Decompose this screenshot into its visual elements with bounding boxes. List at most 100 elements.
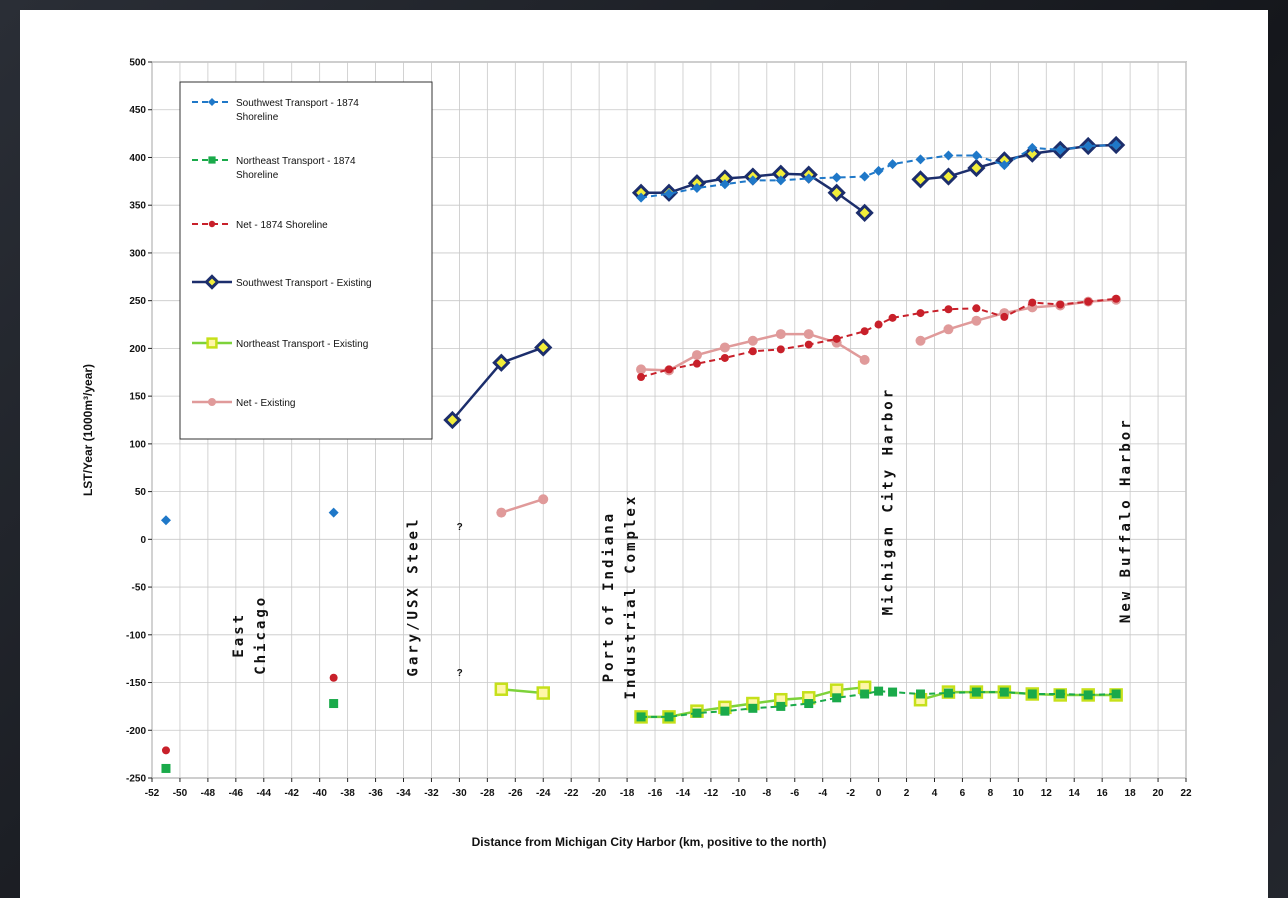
x-tick-label: 8 (988, 788, 994, 799)
data-point (999, 687, 1009, 697)
data-point (161, 763, 171, 773)
series-2 (161, 294, 1121, 755)
data-point (827, 183, 846, 202)
data-point (1083, 690, 1093, 700)
data-point (1055, 144, 1066, 155)
data-point (636, 192, 647, 203)
x-tick-label: -38 (340, 788, 355, 799)
data-point (999, 160, 1010, 171)
data-point (859, 171, 870, 182)
y-tick-label: -150 (126, 678, 146, 689)
legend-box (179, 81, 433, 440)
location-label: Gary/USX Steel (405, 517, 421, 677)
location-label: Port of Indiana Industrial Complex (601, 494, 639, 700)
y-axis-title: LST/Year (1000m³/year) (81, 364, 95, 496)
data-point (748, 703, 758, 713)
location-label: Michigan City Harbor (881, 387, 897, 616)
data-point (971, 687, 981, 697)
data-point (943, 150, 954, 161)
legend-label: Shoreline (236, 170, 279, 181)
data-point (860, 327, 869, 336)
legend: Southwest Transport - 1874 Shoreline North… (179, 81, 433, 440)
x-tick-label: -28 (480, 788, 495, 799)
y-tick-label: -50 (132, 583, 147, 594)
x-tick-label: 6 (960, 788, 966, 799)
x-tick-label: -20 (592, 788, 607, 799)
x-tick-label: -10 (732, 788, 747, 799)
legend-label: Southwest Transport - Existing (236, 278, 372, 289)
legend-label: Northeast Transport - Existing (236, 339, 368, 350)
data-point (692, 359, 701, 368)
data-point (492, 353, 511, 372)
data-point (1055, 689, 1065, 699)
x-tick-label: -36 (368, 788, 383, 799)
ticks: -52 -50 -48 -46 -44 -42 -40 -38 -36 -34 -32 -30 -28-… (126, 58, 1192, 800)
location-label: New Buffalo Harbor (1118, 417, 1134, 623)
data-point (534, 338, 553, 357)
y-tick-label: 100 (129, 439, 146, 450)
series-3 (443, 135, 1126, 430)
data-point (443, 410, 462, 430)
x-tick-label: -6 (790, 788, 799, 799)
x-tick-label: -14 (676, 788, 691, 799)
data-point (208, 98, 216, 106)
x-tick-label: -34 (396, 788, 411, 799)
data-point (916, 309, 925, 318)
data-point (494, 682, 509, 696)
data-point (496, 507, 507, 518)
y-tick-label: 250 (129, 296, 146, 307)
data-point (691, 350, 702, 361)
y-tick-label: 200 (129, 344, 146, 355)
x-tick-label: -12 (704, 788, 719, 799)
data-point (1023, 144, 1042, 163)
annotations: East Chicago Gary/USX Steel?? Port of India… (231, 387, 1134, 700)
y-tick-label: 50 (135, 487, 147, 498)
data-point (915, 335, 926, 346)
x-tick-label: -16 (648, 788, 663, 799)
y-tick-label: 350 (129, 201, 146, 212)
data-point (943, 688, 953, 698)
x-tick-label: 2 (904, 788, 910, 799)
data-point (1112, 294, 1121, 303)
data-point (776, 701, 786, 711)
y-tick-label: 400 (129, 153, 146, 164)
data-point (747, 335, 758, 346)
x-tick-label: -52 (145, 788, 160, 799)
data-point (664, 712, 674, 722)
data-point (832, 334, 841, 343)
y-tick-label: 500 (129, 58, 146, 69)
legend-label: Net - 1874 Shoreline (236, 220, 328, 231)
data-point (915, 154, 926, 165)
data-point (874, 320, 883, 329)
x-tick-label: 0 (876, 788, 882, 799)
data-point (944, 305, 953, 314)
x-axis-title: Distance from Michigan City Harbor (km, … (472, 835, 827, 849)
legend-label: Southwest Transport - 1874 (236, 98, 359, 109)
y-tick-label: -100 (126, 630, 146, 641)
x-tick-label: -42 (285, 788, 300, 799)
x-tick-label: -2 (846, 788, 855, 799)
data-point (636, 712, 646, 722)
x-tick-label: 22 (1180, 788, 1192, 799)
data-point (1056, 300, 1065, 309)
data-point (208, 398, 216, 406)
data-point (1111, 689, 1121, 699)
series-line (501, 687, 544, 695)
data-point (1027, 142, 1038, 153)
data-point (720, 706, 730, 716)
x-tick-label: -22 (564, 788, 579, 799)
series-1 (161, 686, 1121, 773)
y-tick-label: -200 (126, 726, 146, 737)
question-mark-label: ? (457, 522, 463, 533)
data-point (943, 324, 954, 335)
location-label: East Chicago (231, 595, 269, 675)
question-mark-label: ? (457, 668, 463, 679)
data-point (536, 686, 550, 700)
x-tick-label: 14 (1069, 788, 1081, 799)
location-label-line: Port of Indiana (601, 511, 617, 682)
data-point (803, 173, 814, 184)
x-tick-label: -40 (312, 788, 327, 799)
legend-label: Northeast Transport - 1874 (236, 156, 356, 167)
data-point (874, 686, 884, 696)
data-point (748, 347, 757, 356)
